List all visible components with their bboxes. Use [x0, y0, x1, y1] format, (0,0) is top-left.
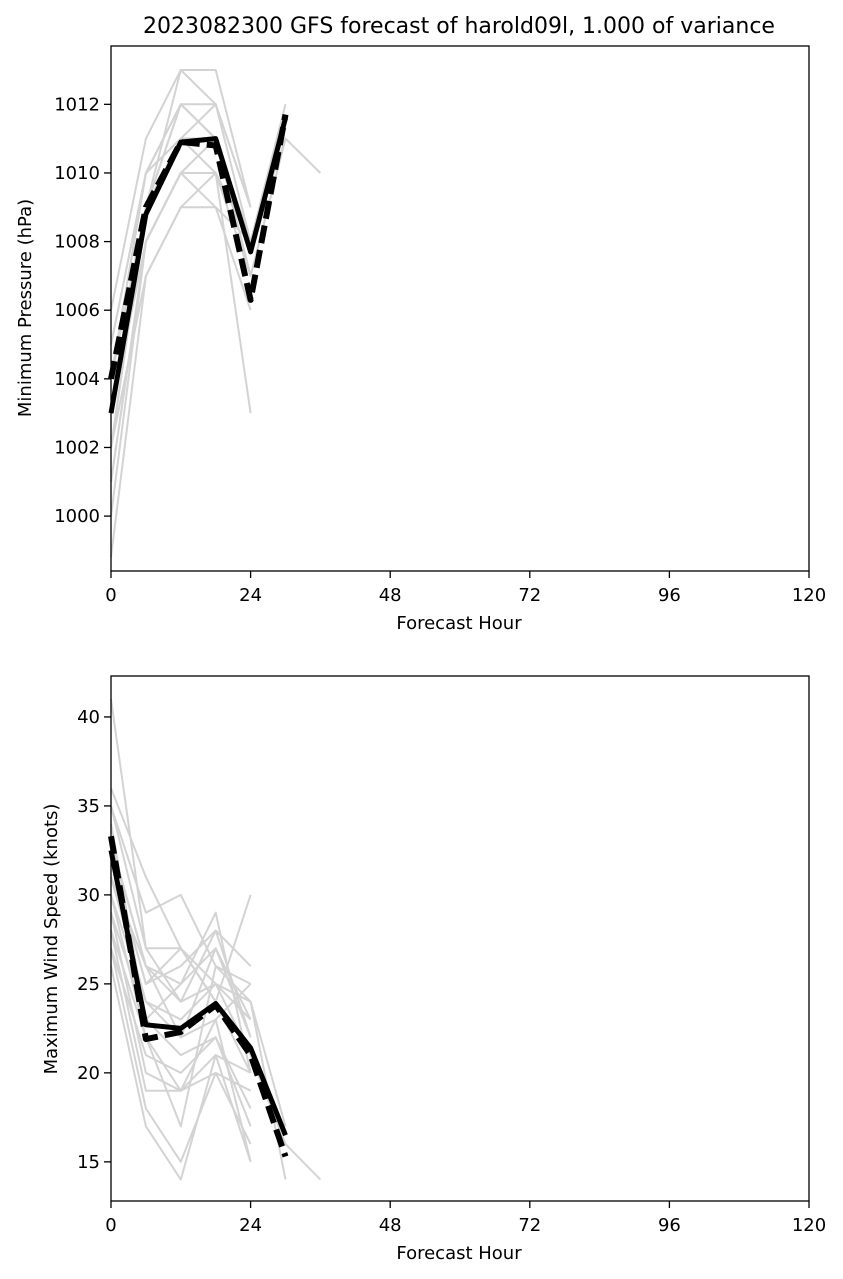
wind-y-tick-label: 35: [77, 796, 100, 817]
wind-y-tick-label: 15: [77, 1152, 100, 1173]
pressure-summary-lines: [108, 114, 289, 414]
wind-member-line-2: [110, 805, 287, 1127]
wind-x-tick-label: 120: [792, 1215, 826, 1236]
pressure-member-line-7: [110, 69, 252, 311]
wind-member-line-20: [110, 876, 252, 1039]
wind-y-tick-label: 30: [77, 885, 100, 906]
pressure-y-tick-label: 1004: [54, 369, 100, 390]
pressure-y-tick-label: 1002: [54, 437, 100, 458]
wind-member-line-19: [110, 912, 252, 1021]
pressure-x-tick-label: 48: [379, 585, 402, 606]
pressure-y-tick-label: 1006: [54, 300, 100, 321]
wind-y-tick-label: 20: [77, 1063, 100, 1084]
pressure-y-tick-label: 1000: [54, 506, 100, 527]
pressure-y-tick-label: 1008: [54, 232, 100, 253]
wind-x-tick-label: 48: [379, 1215, 402, 1236]
wind-x-tick-label: 96: [658, 1215, 681, 1236]
wind-y-tick-label: 40: [77, 707, 100, 728]
pressure-x-axis-label: Forecast Hour: [396, 613, 522, 634]
wind-y-ticks: 15 20 25 30 35 40: [77, 707, 111, 1173]
wind-member-lines: [110, 698, 322, 1181]
wind-x-tick-label: 24: [239, 1215, 262, 1236]
wind-x-tick-label: 72: [518, 1215, 541, 1236]
wind-x-axis-label: Forecast Hour: [396, 1243, 522, 1264]
pressure-axes-frame: [110, 45, 810, 572]
pressure-y-tick-label: 1012: [54, 94, 100, 115]
wind-member-line-12: [110, 965, 252, 1181]
pressure-control-line: [108, 114, 289, 380]
wind-x-ticks: 0 24 48 72 96 120: [105, 1201, 826, 1236]
wind-x-tick-label: 0: [105, 1215, 116, 1236]
pressure-panel: 0 24 48 72 96 120 1000 1002 1004 1006 1008 1010 101…: [15, 45, 826, 634]
wind-member-line-7: [110, 948, 252, 1163]
wind-member-line-17: [110, 947, 252, 1127]
wind-member-line-11: [110, 876, 287, 1180]
pressure-x-tick-label: 120: [792, 585, 826, 606]
pressure-y-ticks: 1000 1002 1004 1006 1008 1010 1012: [54, 94, 111, 527]
pressure-y-axis-label: Minimum Pressure (hPa): [15, 199, 36, 417]
wind-y-tick-label: 25: [77, 974, 100, 995]
wind-mean-line: [108, 849, 288, 1137]
wind-member-line-16: [110, 805, 252, 1038]
pressure-mean-line: [108, 117, 288, 414]
pressure-x-ticks: 0 24 48 72 96 120: [105, 571, 826, 606]
chart-title: 2023082300 GFS forecast of harold09l, 1.…: [143, 14, 775, 39]
pressure-y-tick-label: 1010: [54, 163, 100, 184]
wind-member-line-14: [110, 930, 252, 1092]
pressure-x-tick-label: 72: [518, 585, 541, 606]
pressure-member-line-12: [110, 206, 252, 558]
pressure-x-tick-label: 24: [239, 585, 262, 606]
pressure-x-tick-label: 0: [105, 585, 116, 606]
wind-summary-lines: [108, 835, 289, 1158]
wind-y-axis-label: Maximum Wind Speed (knots): [41, 804, 62, 1075]
wind-axes-frame: [110, 675, 810, 1202]
pressure-x-tick-label: 96: [658, 585, 681, 606]
